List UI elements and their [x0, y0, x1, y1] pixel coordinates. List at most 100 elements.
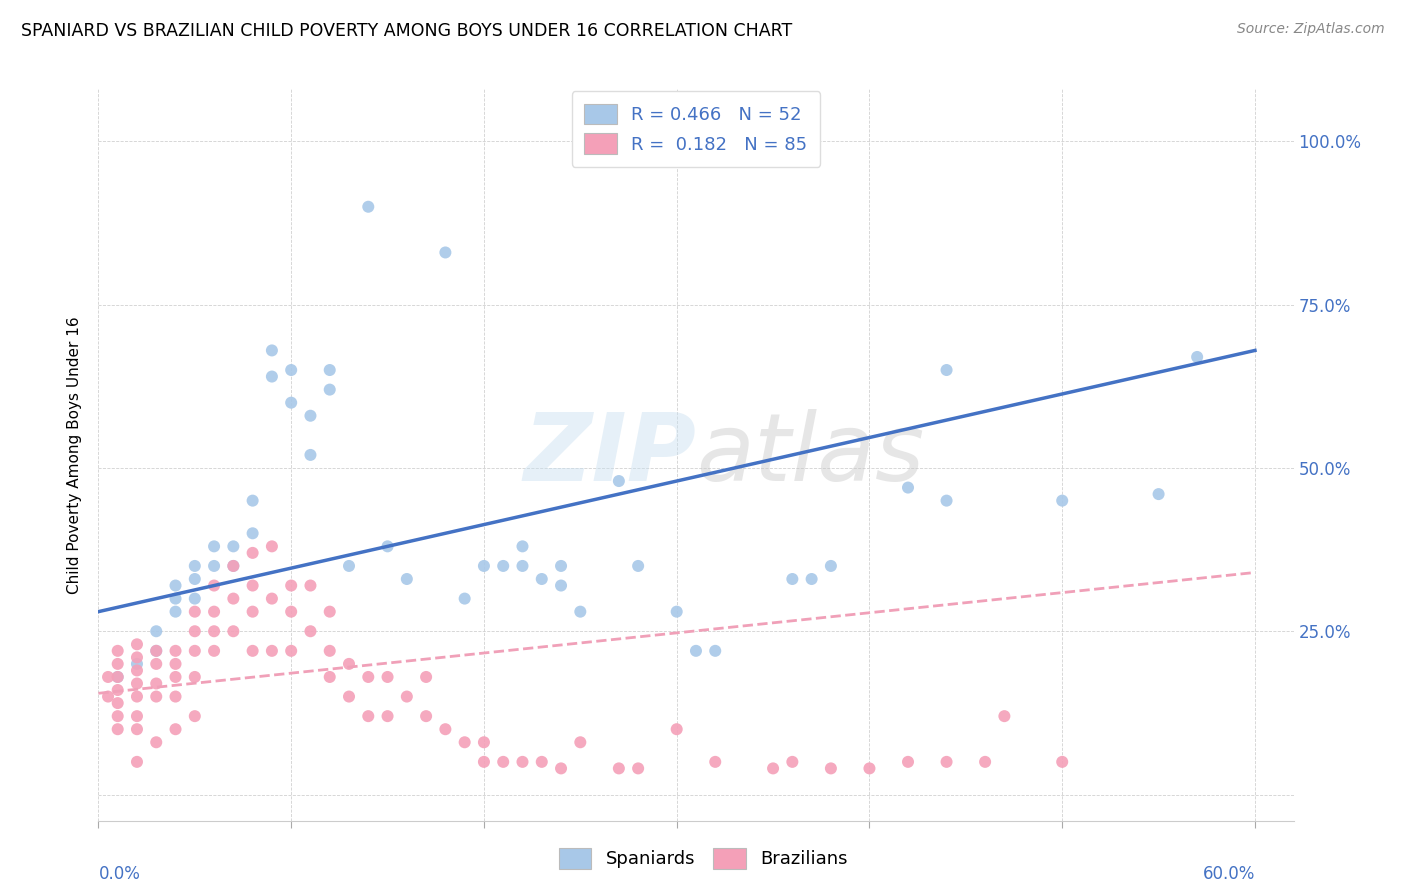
Point — [165, 578, 187, 592]
Point — [319, 383, 342, 397]
Point — [782, 755, 804, 769]
Point — [704, 644, 727, 658]
Point — [897, 481, 920, 495]
Point — [145, 624, 167, 639]
Point — [260, 369, 283, 384]
Point — [107, 709, 129, 723]
Point — [704, 755, 727, 769]
Point — [202, 605, 225, 619]
Point — [145, 657, 167, 671]
Point — [145, 735, 167, 749]
Point — [434, 723, 457, 737]
Point — [184, 558, 207, 573]
Point — [357, 709, 380, 723]
Point — [260, 539, 283, 553]
Point — [260, 591, 283, 606]
Point — [125, 650, 148, 665]
Point — [357, 670, 380, 684]
Point — [125, 709, 148, 723]
Point — [299, 624, 322, 639]
Point — [319, 363, 342, 377]
Point — [377, 670, 399, 684]
Point — [782, 572, 804, 586]
Point — [319, 644, 342, 658]
Point — [125, 755, 148, 769]
Point — [242, 578, 264, 592]
Point — [377, 539, 399, 553]
Point — [125, 657, 148, 671]
Point — [107, 670, 129, 684]
Text: ZIP: ZIP — [523, 409, 696, 501]
Point — [299, 409, 322, 423]
Point — [280, 605, 302, 619]
Point — [260, 644, 283, 658]
Point — [145, 644, 167, 658]
Point — [222, 558, 245, 573]
Point — [299, 578, 322, 592]
Point — [607, 474, 630, 488]
Legend: Spaniards, Brazilians: Spaniards, Brazilians — [551, 840, 855, 876]
Point — [762, 761, 785, 775]
Point — [202, 558, 225, 573]
Point — [184, 709, 207, 723]
Point — [319, 605, 342, 619]
Point — [897, 755, 920, 769]
Point — [242, 605, 264, 619]
Point — [145, 644, 167, 658]
Point — [530, 755, 553, 769]
Point — [125, 676, 148, 690]
Point — [492, 558, 515, 573]
Point — [665, 723, 688, 737]
Point — [242, 526, 264, 541]
Point — [202, 578, 225, 592]
Point — [935, 363, 957, 377]
Point — [222, 539, 245, 553]
Point — [935, 493, 957, 508]
Point — [107, 670, 129, 684]
Point — [222, 558, 245, 573]
Point — [280, 395, 302, 409]
Point — [472, 735, 495, 749]
Point — [395, 572, 418, 586]
Point — [550, 558, 572, 573]
Point — [512, 558, 534, 573]
Point — [125, 723, 148, 737]
Point — [242, 644, 264, 658]
Point — [858, 761, 880, 775]
Point — [260, 343, 283, 358]
Point — [165, 690, 187, 704]
Point — [1050, 755, 1073, 769]
Point — [165, 670, 187, 684]
Point — [165, 723, 187, 737]
Point — [184, 670, 207, 684]
Point — [453, 735, 475, 749]
Point — [993, 709, 1015, 723]
Point — [357, 200, 380, 214]
Point — [685, 644, 707, 658]
Point — [184, 644, 207, 658]
Point — [974, 755, 997, 769]
Point — [415, 670, 437, 684]
Point — [184, 605, 207, 619]
Point — [530, 572, 553, 586]
Point — [280, 363, 302, 377]
Point — [627, 761, 650, 775]
Point — [472, 755, 495, 769]
Point — [299, 448, 322, 462]
Text: SPANIARD VS BRAZILIAN CHILD POVERTY AMONG BOYS UNDER 16 CORRELATION CHART: SPANIARD VS BRAZILIAN CHILD POVERTY AMON… — [21, 22, 793, 40]
Point — [395, 690, 418, 704]
Point — [125, 664, 148, 678]
Point — [125, 690, 148, 704]
Point — [242, 493, 264, 508]
Point — [165, 591, 187, 606]
Point — [800, 572, 823, 586]
Point — [415, 709, 437, 723]
Point — [202, 644, 225, 658]
Point — [512, 755, 534, 769]
Point — [1147, 487, 1170, 501]
Point — [107, 683, 129, 698]
Point — [319, 670, 342, 684]
Point — [434, 245, 457, 260]
Point — [280, 578, 302, 592]
Point — [935, 755, 957, 769]
